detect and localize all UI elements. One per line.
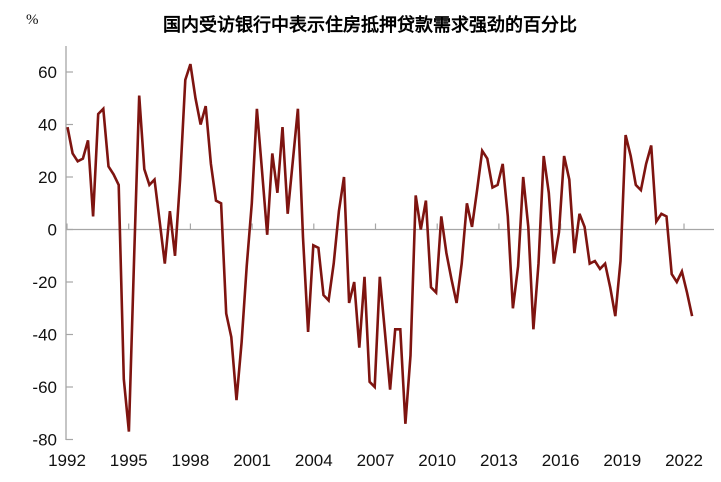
y-tick-label: -40 (32, 326, 57, 345)
y-tick-label: 40 (38, 116, 57, 135)
mortgage-demand-series-line (66, 63, 694, 432)
y-tick-label: -80 (32, 431, 57, 450)
chart-title: 国内受访银行中表示住房抵押贷款需求强劲的百分比 (163, 15, 577, 35)
y-tick-label: 60 (38, 63, 57, 82)
x-tick-label: 2010 (418, 451, 456, 470)
x-tick-label: 2001 (233, 451, 271, 470)
y-axis-unit-label: % (26, 12, 39, 28)
y-tick-label: 20 (38, 168, 57, 187)
y-tick-label: 0 (48, 221, 57, 240)
x-tick-label: 2022 (665, 451, 703, 470)
x-tick-label: 2019 (603, 451, 641, 470)
x-tick-label: 1992 (48, 451, 86, 470)
x-tick-label: 2016 (542, 451, 580, 470)
x-tick-label: 2007 (357, 451, 395, 470)
x-tick-label: 1995 (110, 451, 148, 470)
x-tick-label: 2013 (480, 451, 518, 470)
y-tick-label: -60 (32, 378, 57, 397)
x-tick-label: 2004 (295, 451, 333, 470)
x-tick-label: 1998 (171, 451, 209, 470)
y-tick-label: -20 (32, 273, 57, 292)
